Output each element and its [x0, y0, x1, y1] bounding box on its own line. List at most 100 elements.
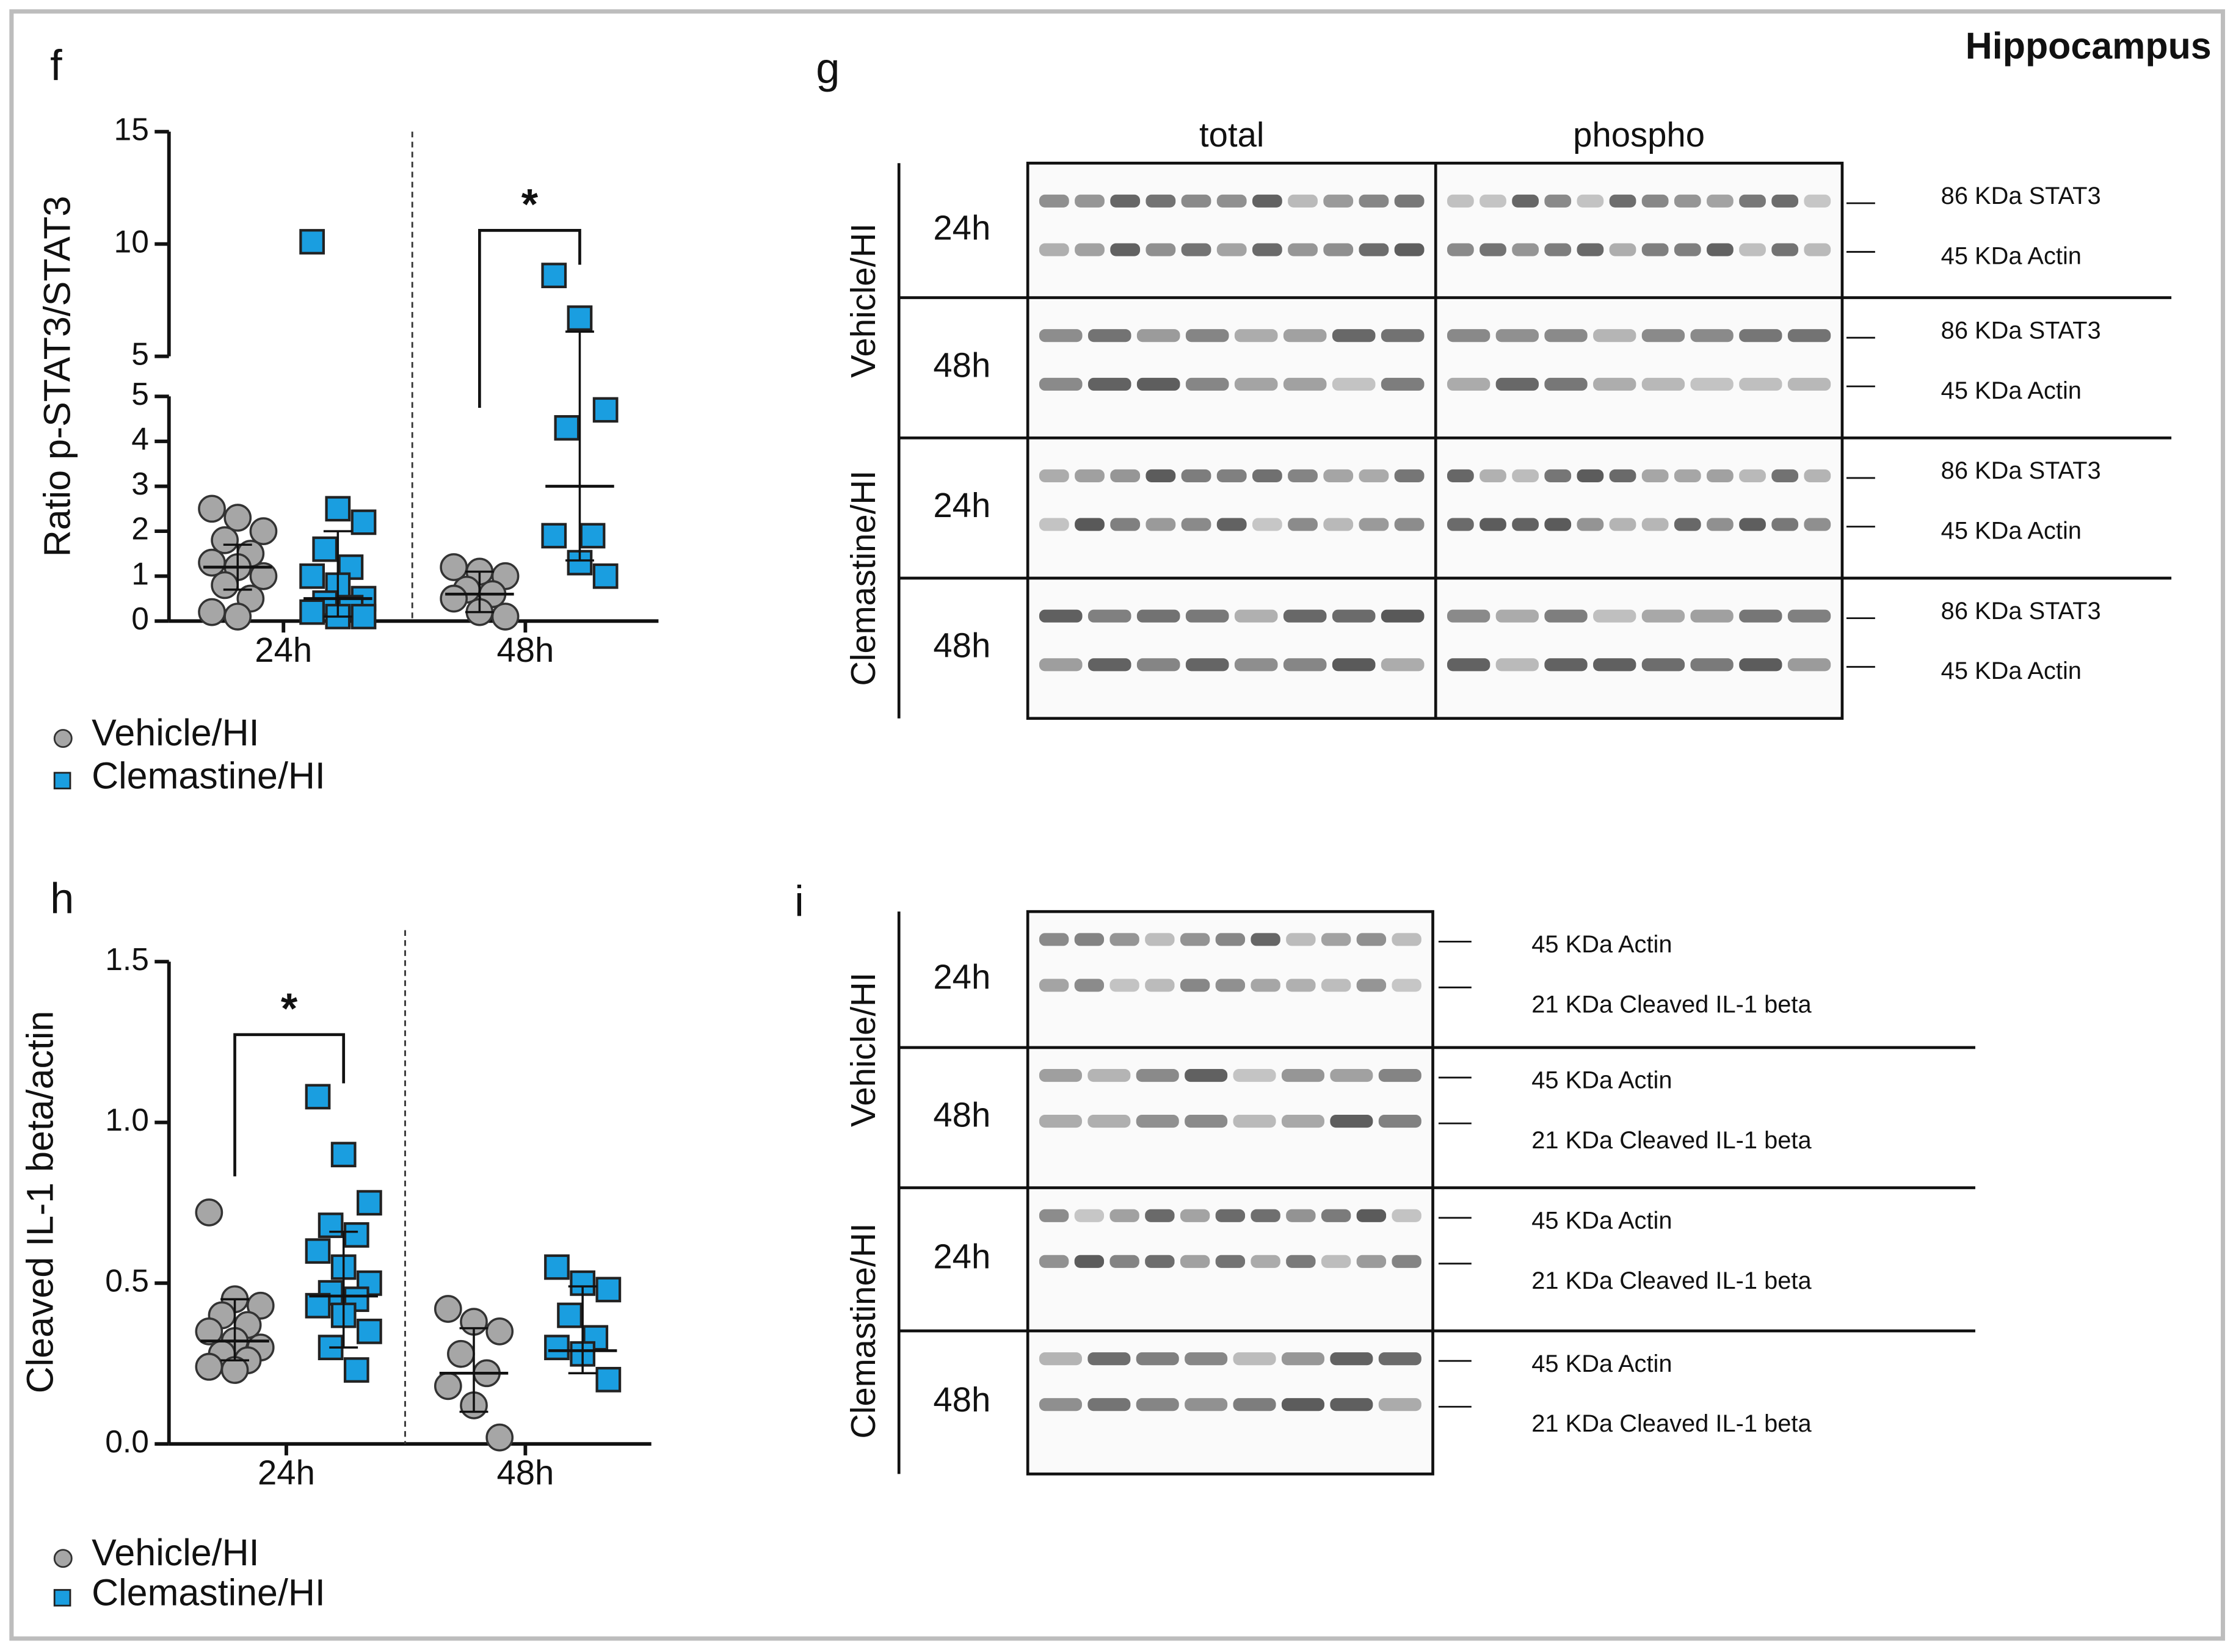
point	[544, 1254, 570, 1280]
point	[357, 1190, 382, 1216]
point	[330, 1142, 357, 1168]
band	[1394, 469, 1425, 482]
band	[1251, 933, 1280, 946]
band	[1609, 243, 1636, 256]
band	[1286, 1255, 1316, 1268]
band	[1181, 243, 1211, 256]
band	[1109, 1255, 1139, 1268]
band	[1215, 979, 1246, 992]
band	[1512, 518, 1539, 531]
band	[1447, 609, 1490, 623]
point	[434, 1372, 462, 1400]
band	[1075, 243, 1105, 256]
band	[1447, 377, 1490, 391]
band	[1281, 1115, 1324, 1128]
marker-label: 45 KDa Actin	[1531, 1350, 1672, 1377]
band	[1087, 1069, 1131, 1082]
band	[1544, 658, 1588, 672]
band	[1447, 243, 1474, 256]
band	[1447, 194, 1474, 208]
band	[1216, 518, 1247, 531]
row-label: 48h	[933, 626, 990, 665]
band	[1215, 1209, 1246, 1222]
marker-label: 45 KDa Actin	[1531, 1067, 1672, 1094]
band	[1288, 518, 1318, 531]
point	[554, 415, 580, 441]
band	[1181, 518, 1211, 531]
band	[1087, 377, 1131, 391]
marker-label: 45 KDa Actin	[1941, 658, 2082, 684]
band	[1577, 518, 1604, 531]
band	[1378, 1352, 1421, 1366]
band	[1251, 979, 1280, 992]
y-tick-label: 1	[131, 556, 149, 591]
band	[1544, 243, 1572, 256]
band	[1356, 1255, 1387, 1268]
point	[312, 536, 338, 562]
legend-marker	[53, 1589, 71, 1607]
band	[1109, 1209, 1139, 1222]
point	[350, 604, 377, 629]
point	[557, 1302, 583, 1328]
band	[1359, 243, 1389, 256]
point	[434, 1295, 462, 1323]
band	[1234, 377, 1278, 391]
band	[1039, 1398, 1082, 1411]
band	[1512, 194, 1539, 208]
band	[1392, 1209, 1421, 1222]
band	[1321, 933, 1351, 946]
band	[1110, 243, 1141, 256]
band	[1332, 329, 1376, 342]
point	[567, 305, 593, 331]
band	[1216, 469, 1247, 482]
band	[1136, 377, 1180, 391]
significance-bracket	[233, 1033, 346, 1176]
band	[1323, 469, 1354, 482]
y-tick-label: 5	[131, 376, 149, 411]
blot-box	[1026, 910, 1434, 1476]
point	[195, 1352, 223, 1381]
band	[1707, 518, 1734, 531]
panel-letter: g	[816, 44, 840, 92]
column-header: phospho	[1573, 115, 1705, 154]
point	[491, 603, 520, 631]
band	[1145, 1209, 1175, 1222]
band	[1145, 979, 1175, 992]
marker-label: 45 KDa Actin	[1941, 518, 2082, 545]
band	[1288, 194, 1318, 208]
y-tick-label: 0.5	[105, 1263, 149, 1298]
band	[1394, 243, 1425, 256]
band	[1039, 469, 1069, 482]
y-tick-label: 1.5	[105, 941, 149, 977]
band	[1136, 609, 1180, 623]
band	[1332, 658, 1376, 672]
point	[223, 504, 252, 532]
band	[1739, 518, 1766, 531]
point	[595, 1277, 622, 1303]
band	[1233, 1115, 1276, 1128]
y-tick-label: 10	[114, 223, 149, 259]
band	[1136, 329, 1180, 342]
point	[592, 397, 619, 423]
band	[1804, 194, 1831, 208]
band	[1087, 658, 1131, 672]
band	[1087, 1352, 1131, 1366]
band	[1146, 194, 1176, 208]
band	[1039, 1255, 1069, 1268]
x-tick-label: 48h	[496, 631, 554, 669]
band	[1739, 329, 1782, 342]
frame	[9, 9, 2225, 1641]
marker-label: 86 KDa STAT3	[1941, 457, 2101, 484]
band	[1804, 243, 1831, 256]
band	[1674, 194, 1701, 208]
row-label: 48h	[933, 346, 990, 384]
marker-label: 45 KDa Actin	[1531, 1207, 1672, 1234]
marker-label: 45 KDa Actin	[1941, 242, 2082, 269]
band	[1641, 658, 1685, 672]
group-label: Clemastine/HI	[844, 1223, 882, 1438]
x-tick-label: 24h	[258, 1454, 315, 1492]
band	[1378, 1069, 1421, 1082]
band	[1039, 1115, 1082, 1128]
band	[1641, 194, 1669, 208]
band	[1480, 469, 1506, 482]
